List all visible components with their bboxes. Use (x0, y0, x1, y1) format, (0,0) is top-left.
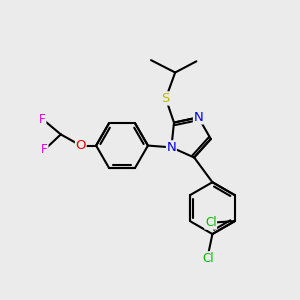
Text: N: N (167, 141, 176, 154)
Text: F: F (39, 112, 46, 126)
Text: S: S (162, 92, 170, 105)
Text: N: N (194, 111, 203, 124)
Text: O: O (76, 139, 86, 152)
Text: Cl: Cl (205, 216, 217, 229)
Text: F: F (41, 143, 48, 156)
Text: Cl: Cl (202, 252, 214, 265)
